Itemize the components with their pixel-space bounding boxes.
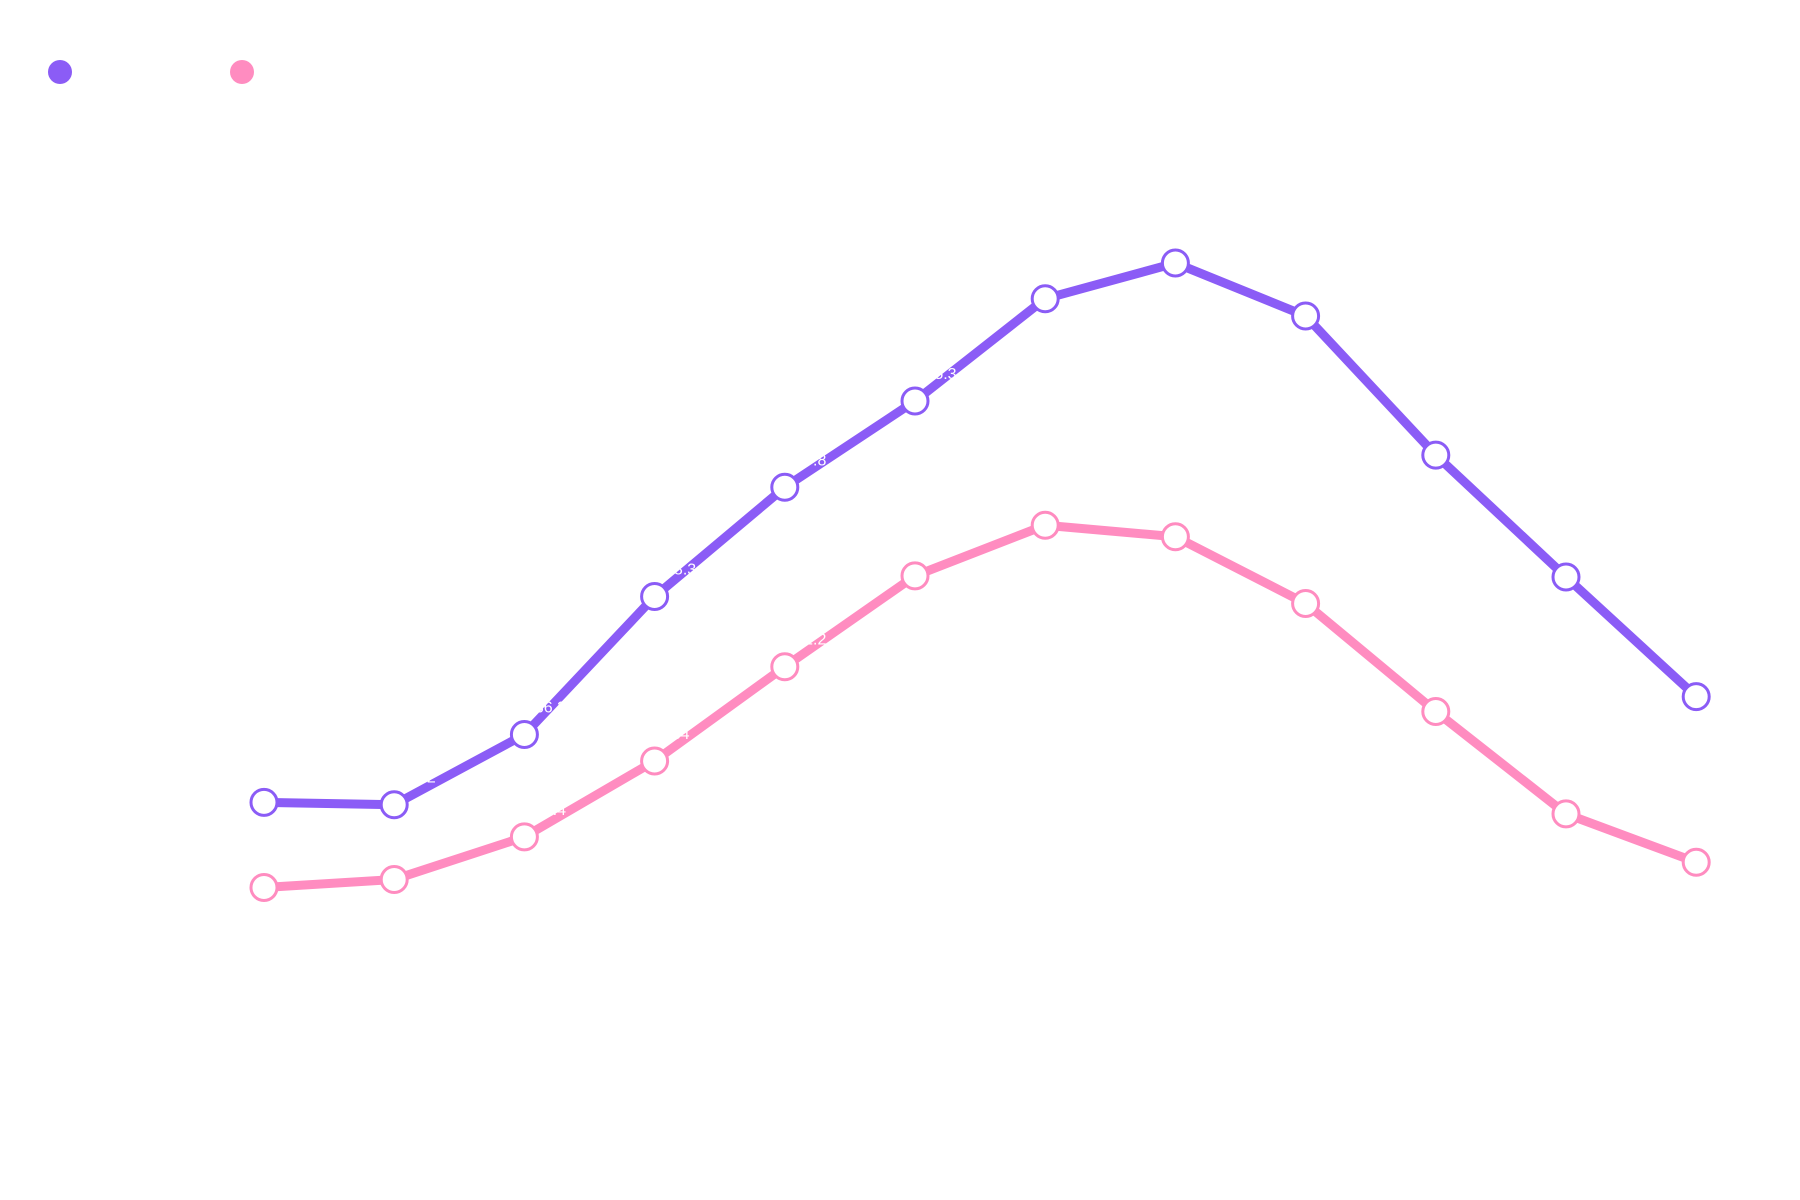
data-point-series-2-12[interactable] xyxy=(1681,847,1711,877)
series-points xyxy=(249,248,1711,902)
data-point-series-1-9[interactable] xyxy=(1291,301,1321,331)
data-label-series-2-7: 54.5 xyxy=(1056,490,1087,507)
data-label-series-1-4: 48.3 xyxy=(665,562,696,579)
data-label-series-1-5: 57.8 xyxy=(795,452,826,469)
data-label-series-1-9: 72.7 xyxy=(1316,281,1347,298)
data-label-series-1-6: 65.3 xyxy=(925,366,956,383)
data-label-series-2-3: 27.4 xyxy=(535,802,566,819)
data-point-series-1-8[interactable] xyxy=(1160,248,1190,278)
data-point-series-1-11[interactable] xyxy=(1551,562,1581,592)
data-label-series-2-4: 34 xyxy=(672,726,690,743)
data-label-series-1-11: 50 xyxy=(1583,542,1601,559)
legend-marker-series-1 xyxy=(48,60,72,84)
data-label-series-2-12: 25.2 xyxy=(1707,827,1738,844)
data-point-series-1-4[interactable] xyxy=(640,582,670,612)
data-point-series-1-5[interactable] xyxy=(770,472,800,502)
data-point-series-2-1[interactable] xyxy=(249,873,279,902)
data-label-series-2-8: 53.5 xyxy=(1186,502,1217,519)
data-label-series-2-10: 38.3 xyxy=(1446,677,1477,694)
data-label-series-2-2: 23.7 xyxy=(405,844,436,861)
data-label-series-1-10: 60.6 xyxy=(1446,420,1477,437)
data-point-series-1-3[interactable] xyxy=(509,720,539,750)
data-point-series-1-2[interactable] xyxy=(379,790,409,820)
data-point-series-2-8[interactable] xyxy=(1160,522,1190,552)
data-point-series-1-12[interactable] xyxy=(1681,682,1711,712)
data-point-series-2-10[interactable] xyxy=(1421,697,1451,727)
data-label-series-1-3: 36.3 xyxy=(535,700,566,717)
data-point-series-2-4[interactable] xyxy=(640,746,670,776)
legend-marker-series-2 xyxy=(230,60,254,84)
data-point-series-2-3[interactable] xyxy=(509,822,539,852)
series-line-1 xyxy=(259,258,1701,810)
data-point-series-1-6[interactable] xyxy=(900,386,930,416)
data-label-series-1-8: 77.3 xyxy=(1186,228,1217,245)
data-label-series-2-1: 23 xyxy=(281,853,299,870)
data-label-series-1-7: 74.2 xyxy=(1056,264,1087,281)
data-label-series-2-5: 42.2 xyxy=(795,632,826,649)
data-label-series-2-9: 47.7 xyxy=(1316,568,1347,585)
series-lines xyxy=(259,258,1701,892)
data-label-series-1-1: 30.4 xyxy=(274,767,305,784)
data-labels: 30.4 30.2 36.3 48.3 57.8 65.3 74.2 77.3 72.7 60.6… xyxy=(274,228,1737,869)
data-label-series-2-6: 50.1 xyxy=(925,541,956,558)
data-point-series-2-5[interactable] xyxy=(770,652,800,682)
data-point-series-2-6[interactable] xyxy=(900,561,930,591)
data-point-series-1-7[interactable] xyxy=(1030,284,1060,314)
data-label-series-1-2: 30.2 xyxy=(405,770,436,787)
data-point-series-1-1[interactable] xyxy=(249,787,279,817)
series-line-2 xyxy=(259,520,1701,892)
legend xyxy=(48,60,254,84)
data-point-series-2-11[interactable] xyxy=(1551,799,1581,829)
data-label-series-1-12: 39.6 xyxy=(1707,662,1738,679)
data-point-series-1-10[interactable] xyxy=(1421,440,1451,470)
data-point-series-2-9[interactable] xyxy=(1291,588,1321,618)
data-point-series-2-2[interactable] xyxy=(379,864,409,894)
data-point-series-2-7[interactable] xyxy=(1030,510,1060,540)
data-label-series-2-11: 29.4 xyxy=(1576,779,1607,796)
